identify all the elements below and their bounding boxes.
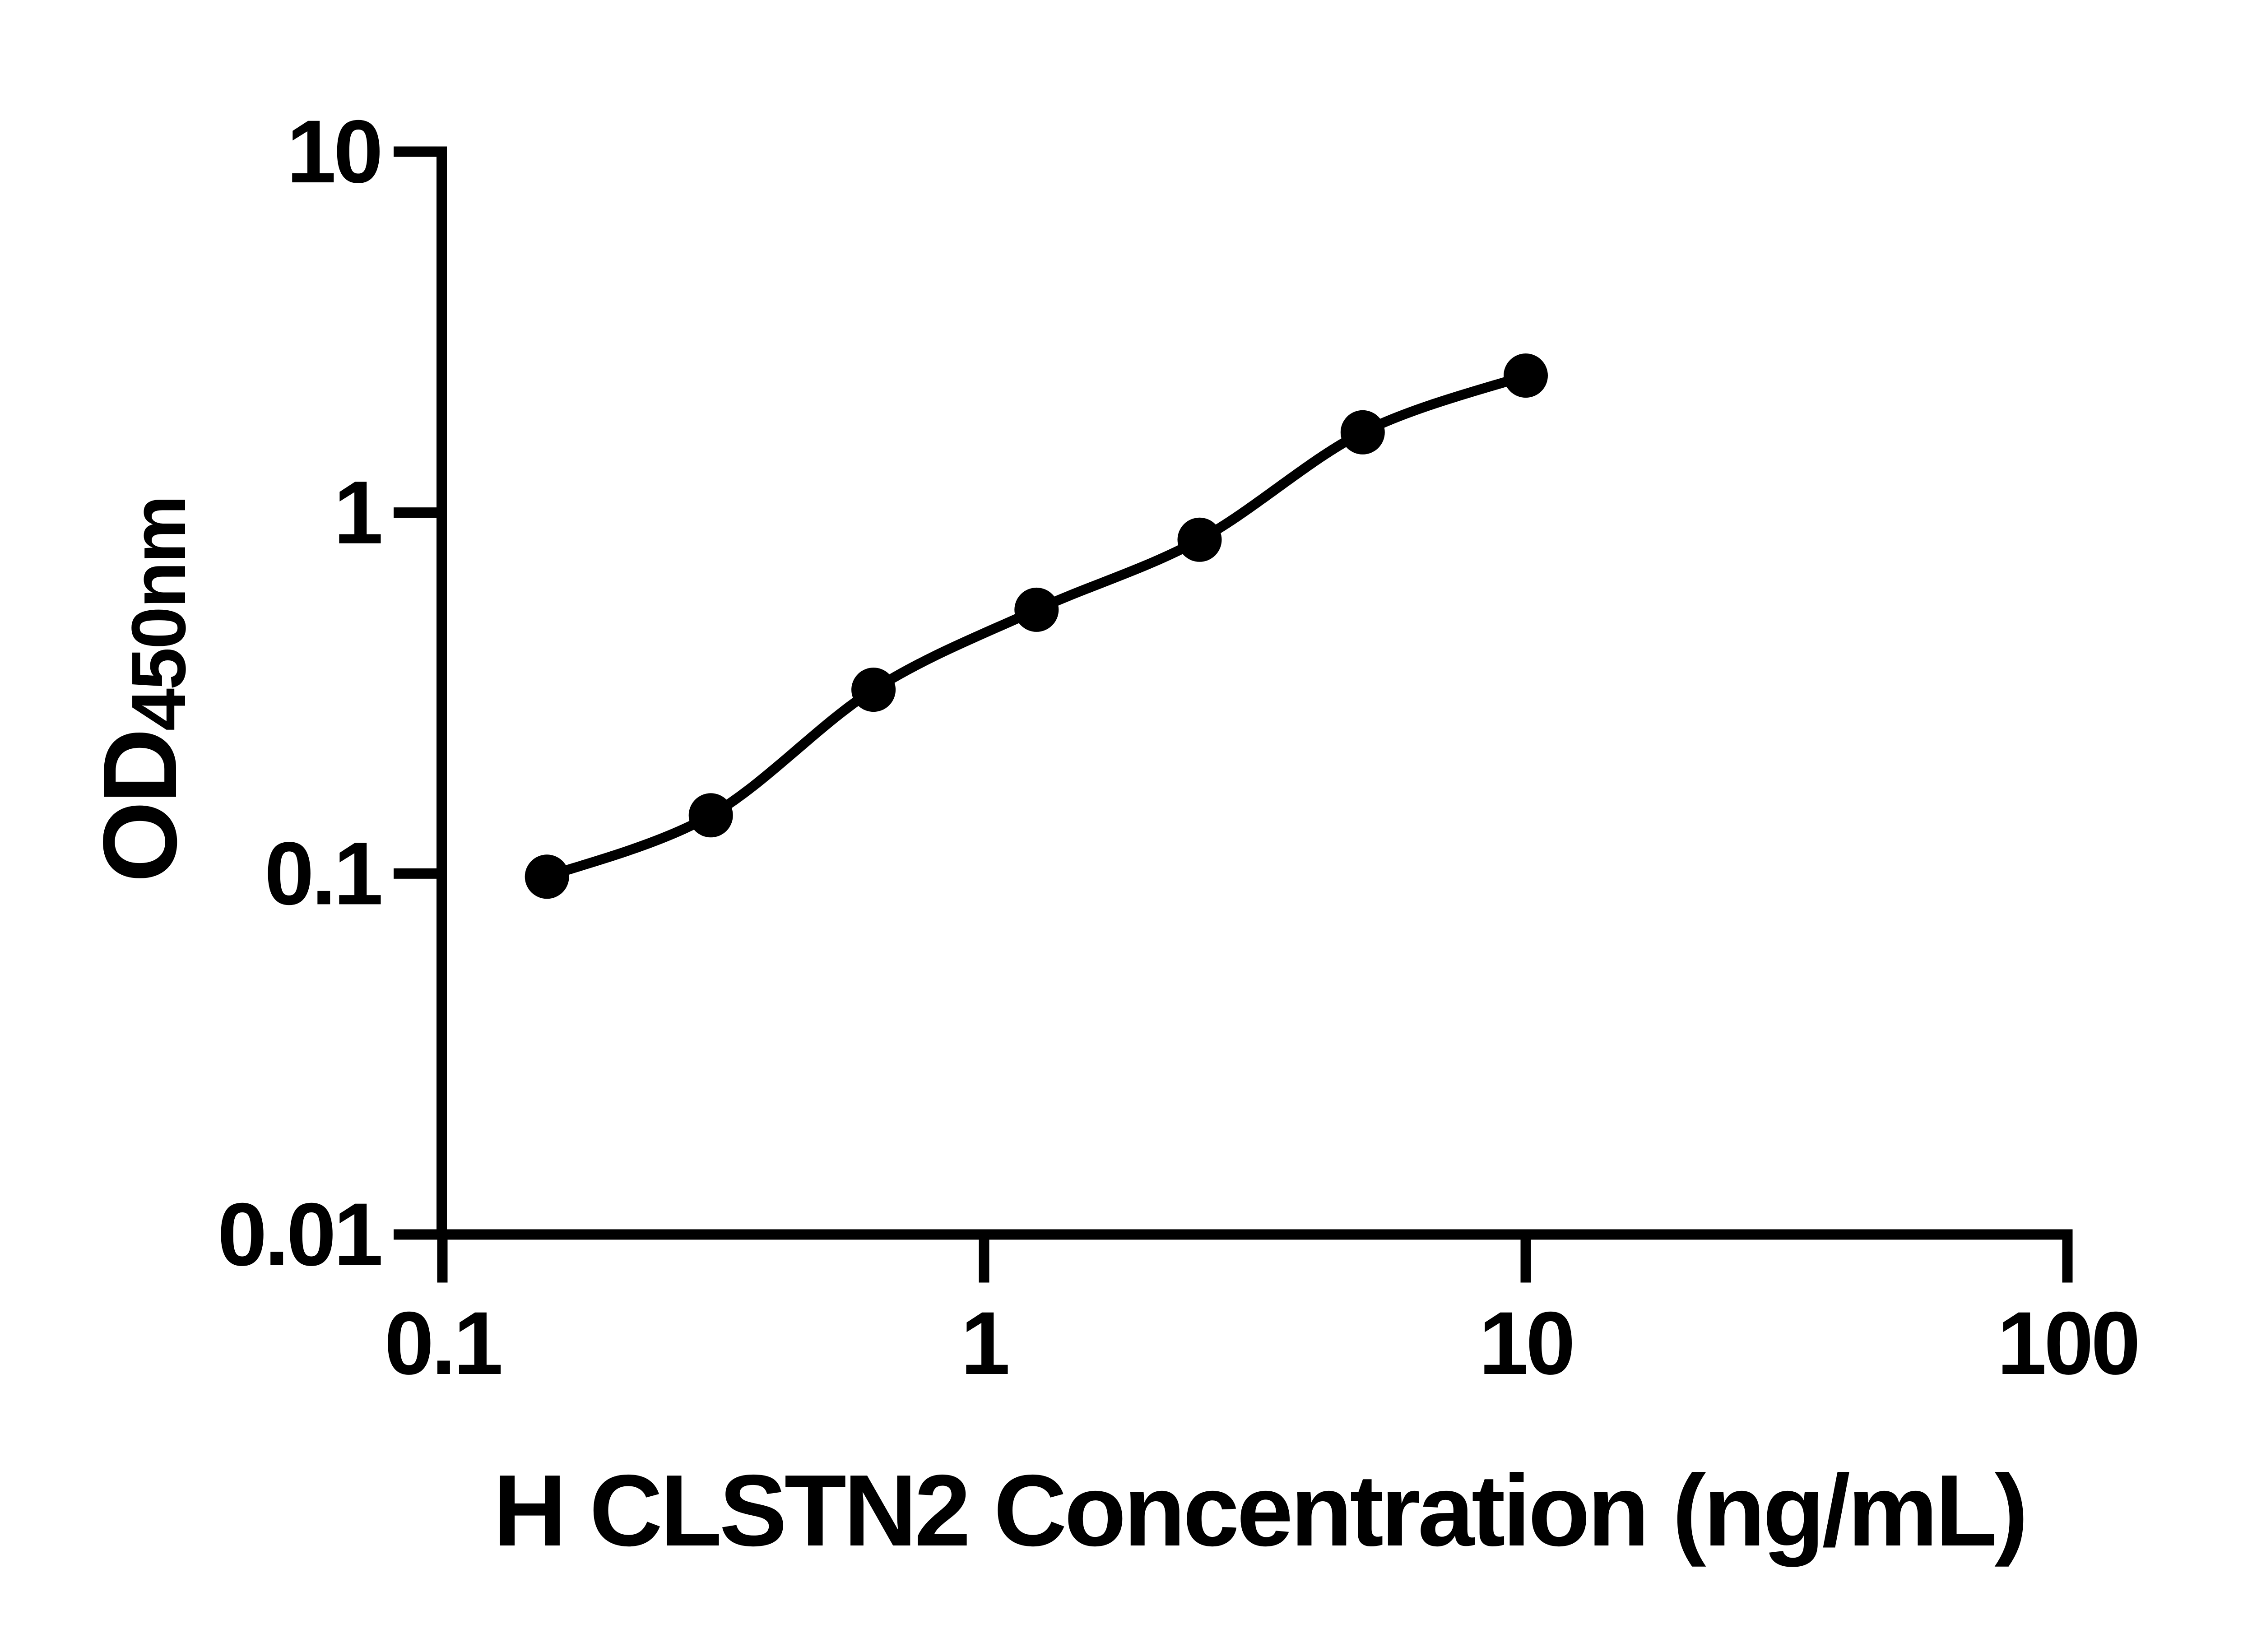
y-axis-title-main: OD: [82, 731, 199, 882]
x-tick: [979, 1239, 989, 1283]
x-axis-title: H CLSTN2 Concentration (ng/mL): [493, 1453, 2026, 1567]
data-point: [1177, 517, 1222, 562]
x-axis-line: [437, 1229, 2073, 1240]
x-tick-label: 100: [1997, 1293, 2138, 1393]
y-axis-line: [437, 146, 447, 1240]
x-tick-label: 0.1: [384, 1293, 501, 1393]
data-point: [851, 668, 896, 712]
data-point: [1014, 587, 1059, 632]
x-tick: [1520, 1239, 1531, 1283]
data-point: [688, 793, 733, 838]
data-point: [1504, 353, 1548, 398]
data-point: [1340, 410, 1385, 455]
y-tick-label: 0.1: [265, 823, 381, 923]
x-tick-label: 1: [961, 1293, 1008, 1393]
y-tick-label: 0.01: [218, 1184, 381, 1284]
y-tick-label: 10: [287, 102, 381, 201]
y-axis-title: OD450nm: [82, 497, 202, 883]
x-tick: [2062, 1239, 2073, 1283]
y-tick: [394, 1229, 437, 1240]
y-axis-title-subscript: 450nm: [116, 497, 202, 731]
y-tick: [394, 146, 437, 157]
x-tick: [437, 1239, 448, 1283]
x-tick-label: 10: [1479, 1293, 1573, 1393]
y-tick: [394, 868, 437, 879]
data-point: [525, 854, 569, 899]
y-tick: [394, 507, 437, 518]
y-tick-label: 1: [334, 463, 381, 562]
